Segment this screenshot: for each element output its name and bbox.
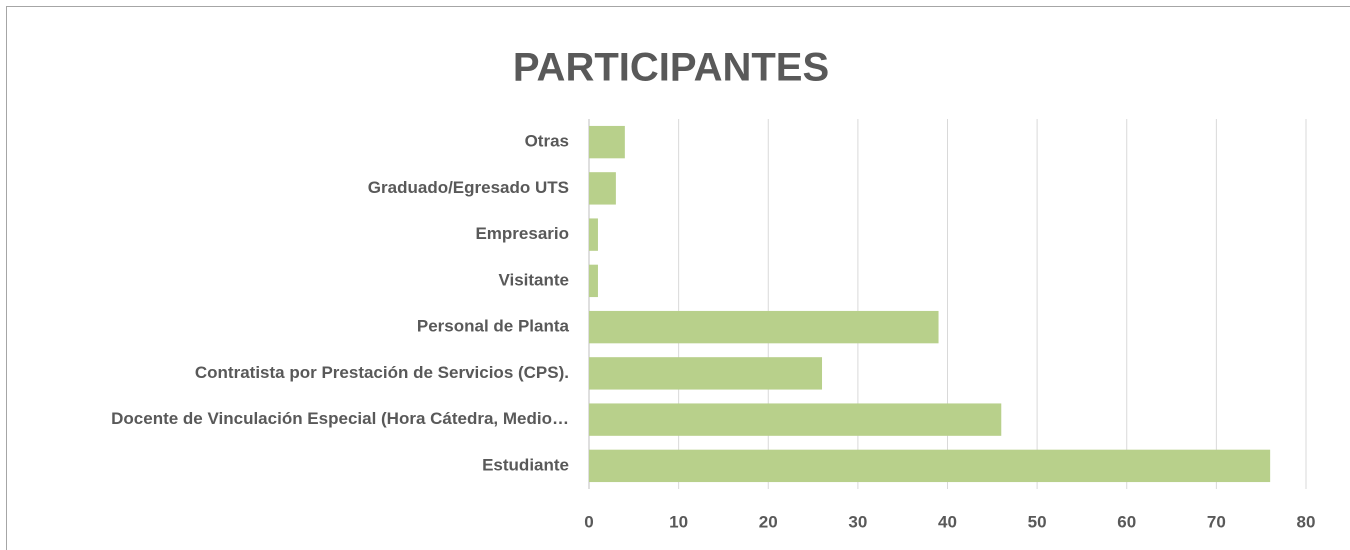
y-tick-label: Visitante [498,270,569,289]
x-tick-label: 70 [1207,512,1226,531]
x-tick-label: 80 [1297,512,1316,531]
y-tick-label: Estudiante [482,455,569,474]
bar [589,357,823,390]
y-tick-label: Empresario [475,224,569,243]
chart-title: PARTICIPANTES [513,46,829,90]
y-tick-label: Docente de Vinculación Especial (Hora Cá… [111,409,569,428]
bar [589,310,939,344]
x-tick-label: 20 [759,512,778,531]
x-tick-label: 10 [669,512,688,531]
x-tick-label: 0 [584,512,593,531]
bar [589,172,616,205]
bar [589,449,1271,483]
y-tick-label: Graduado/Egresado UTS [368,178,569,197]
chart-frame [6,6,1350,550]
bar [589,264,598,298]
x-tick-label: 50 [1028,512,1047,531]
x-tick-label: 60 [1117,512,1136,531]
y-tick-label: Personal de Planta [417,317,570,336]
bar [589,125,625,159]
x-tick-label: 40 [938,512,957,531]
y-tick-label: Contratista por Prestación de Servicios … [195,363,569,382]
bar [589,403,1002,436]
bar [589,218,598,251]
x-tick-label: 30 [848,512,867,531]
y-tick-label: Otras [525,132,569,151]
